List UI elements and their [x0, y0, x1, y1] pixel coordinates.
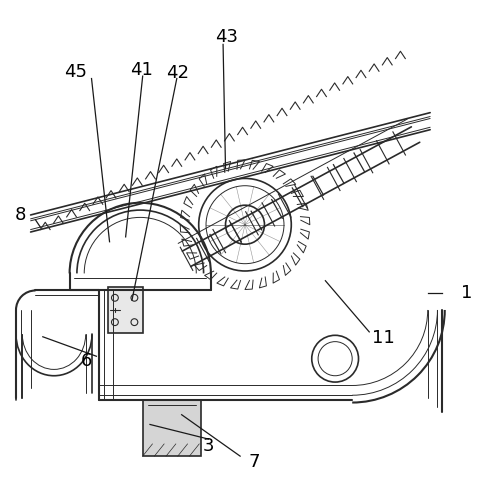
Text: 41: 41	[130, 61, 153, 79]
Text: 8: 8	[15, 206, 26, 224]
Text: 45: 45	[64, 63, 87, 81]
Bar	[143, 400, 201, 456]
Text: 11: 11	[372, 329, 395, 347]
Text: 6: 6	[81, 352, 92, 370]
Text: 43: 43	[216, 28, 239, 46]
Text: 42: 42	[166, 64, 189, 81]
Text: 3: 3	[203, 438, 214, 455]
Text: 1: 1	[461, 284, 472, 302]
FancyBboxPatch shape	[108, 287, 143, 333]
Text: 7: 7	[249, 453, 261, 471]
